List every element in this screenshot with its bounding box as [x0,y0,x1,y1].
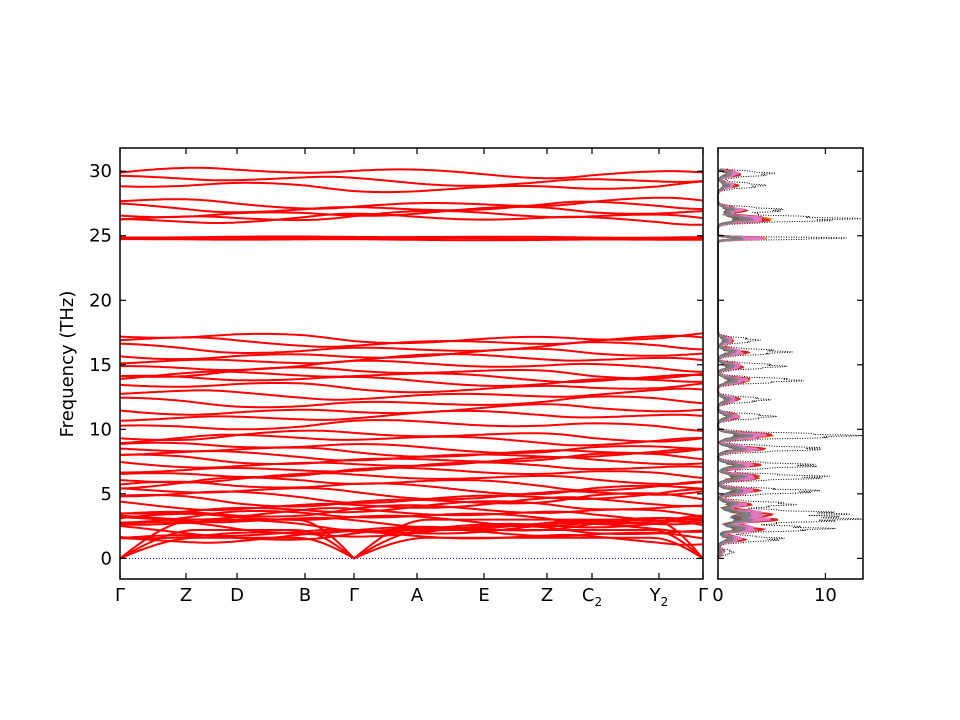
y-tick-label: 25 [89,226,112,247]
band-line [119,504,704,518]
band-line [119,387,704,401]
band-line [119,472,704,486]
band-line [119,341,704,354]
band-line [120,359,704,373]
band-lines [119,166,704,560]
band-line [120,461,704,474]
y-tick-label: 5 [101,484,112,505]
band-line [119,527,704,541]
band-line [119,419,704,432]
acoustic-band-line [119,518,704,560]
band-line [119,519,704,535]
band-plot-border [119,147,704,580]
band-structure-plot: 0 5 10 15 20 25 30 Γ Z D B Γ A E Z C2 Y2 Γ Frequency (TH… [57,147,708,609]
band-line [119,452,704,465]
acoustic-band-line [119,536,704,560]
x-tick-label: Z [180,585,192,606]
band-line [119,492,704,508]
band-plot-frame [119,147,704,580]
band-line [120,212,703,226]
band-line [119,353,704,365]
band-line [119,409,704,422]
acoustic-band-line [119,529,704,560]
band-line [119,180,704,194]
band-line [119,200,703,214]
band-line [119,500,703,515]
band-line [119,480,704,496]
band-x-ticks: Γ Z D B Γ A E Z C2 Y2 Γ [115,148,708,609]
x-tick-subscript: 2 [661,595,669,609]
x-tick-label: C2 [582,585,602,609]
dos-x-tick-label: 0 [712,585,723,606]
band-line [120,448,704,462]
x-tick-label: E [478,585,489,606]
y-tick-label: 15 [89,355,112,376]
total-dos-curve [717,168,864,559]
x-tick-label: D [230,585,244,606]
band-line [119,496,704,512]
y-tick-label: 0 [101,548,112,569]
x-tick-label: Γ [698,585,708,606]
band-line [119,374,703,387]
band-line [119,441,703,454]
dos-x-ticks: 0 10 [712,148,837,606]
band-line [119,347,704,361]
band-line [120,174,704,187]
x-tick-subscript: 2 [594,595,602,609]
density-of-states-plot: 0 10 [712,147,864,606]
band-line [119,382,704,394]
band-line [119,507,704,523]
dos-curves [716,168,864,559]
x-tick-label: Z [541,585,553,606]
band-line [119,466,704,479]
band-line [119,166,704,180]
band-line [119,433,703,447]
y-tick-label: 10 [89,419,112,440]
x-tick-label: A [411,585,424,606]
band-line [119,395,704,409]
x-tick-label: Γ [349,585,359,606]
band-line [119,196,704,210]
dos-plot-frame [717,147,864,580]
y-tick-label: 20 [89,290,112,311]
x-tick-label: Y2 [649,585,669,609]
x-tick-label: B [299,585,311,606]
dos-plot-border [717,147,864,580]
band-line [119,334,704,348]
y-tick-label: 30 [89,161,112,182]
band-line [119,205,704,219]
dos-x-tick-label: 10 [814,585,837,606]
band-y-ticks: 0 5 10 15 20 25 30 [89,161,703,569]
band-line [119,476,703,492]
band-line [120,238,703,242]
x-tick-label: Γ [115,585,125,606]
y-axis-label: Frequency (THz) [57,291,78,438]
band-line [119,209,704,222]
